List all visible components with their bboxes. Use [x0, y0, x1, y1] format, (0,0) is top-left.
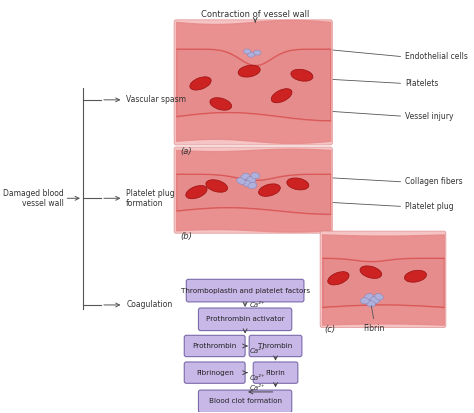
- Text: Thrombin: Thrombin: [258, 343, 292, 349]
- Text: Ca²⁺: Ca²⁺: [250, 375, 265, 381]
- Ellipse shape: [374, 294, 383, 300]
- FancyBboxPatch shape: [184, 335, 245, 357]
- Ellipse shape: [243, 180, 252, 187]
- Ellipse shape: [365, 294, 373, 300]
- Text: Ca²⁺: Ca²⁺: [250, 302, 265, 309]
- Ellipse shape: [404, 270, 427, 282]
- Ellipse shape: [237, 178, 245, 185]
- FancyBboxPatch shape: [199, 308, 292, 330]
- Text: Damaged blood
vessel wall: Damaged blood vessel wall: [3, 189, 64, 208]
- Ellipse shape: [271, 89, 292, 103]
- Ellipse shape: [291, 69, 313, 81]
- Ellipse shape: [241, 173, 249, 180]
- FancyBboxPatch shape: [174, 147, 332, 233]
- Ellipse shape: [238, 65, 260, 77]
- FancyBboxPatch shape: [186, 279, 304, 302]
- Ellipse shape: [251, 173, 260, 179]
- Ellipse shape: [366, 300, 375, 307]
- Text: (c): (c): [324, 325, 335, 335]
- Text: Fibrin: Fibrin: [265, 370, 285, 376]
- Text: (b): (b): [180, 232, 192, 241]
- Text: Ca²⁺: Ca²⁺: [250, 385, 265, 391]
- Ellipse shape: [371, 297, 379, 303]
- Ellipse shape: [247, 52, 255, 57]
- FancyBboxPatch shape: [253, 362, 298, 383]
- Text: Platelet plug
formation: Platelet plug formation: [126, 189, 175, 208]
- Text: Contraction of vessel wall: Contraction of vessel wall: [201, 10, 310, 19]
- Ellipse shape: [259, 184, 280, 196]
- FancyBboxPatch shape: [249, 335, 302, 357]
- Text: Ca²⁺: Ca²⁺: [250, 348, 265, 354]
- Ellipse shape: [190, 77, 211, 90]
- FancyBboxPatch shape: [320, 231, 446, 328]
- FancyBboxPatch shape: [174, 20, 332, 145]
- Ellipse shape: [328, 272, 349, 285]
- Text: Platelet plug: Platelet plug: [405, 202, 454, 211]
- FancyBboxPatch shape: [199, 390, 292, 413]
- Text: Platelets: Platelets: [405, 79, 439, 88]
- Ellipse shape: [247, 177, 255, 183]
- Text: Thromboplastin and platelet factors: Thromboplastin and platelet factors: [181, 287, 310, 294]
- Text: Prothrombin: Prothrombin: [192, 343, 237, 349]
- Text: Vascular spasm: Vascular spasm: [126, 95, 186, 104]
- FancyBboxPatch shape: [184, 362, 245, 383]
- Ellipse shape: [287, 178, 309, 190]
- Text: Blood clot formation: Blood clot formation: [209, 399, 282, 404]
- Ellipse shape: [360, 266, 382, 278]
- Text: (a): (a): [180, 147, 192, 156]
- Text: Prothrombin activator: Prothrombin activator: [206, 316, 284, 322]
- Text: Endothelial cells: Endothelial cells: [405, 52, 468, 61]
- Text: Fibrin: Fibrin: [364, 324, 385, 333]
- Text: Vessel injury: Vessel injury: [405, 112, 454, 121]
- Ellipse shape: [248, 183, 257, 189]
- Text: Collagen fibers: Collagen fibers: [405, 178, 463, 186]
- Ellipse shape: [254, 50, 261, 55]
- Ellipse shape: [244, 49, 251, 54]
- Text: Fibrinogen: Fibrinogen: [196, 370, 234, 376]
- Ellipse shape: [360, 298, 369, 304]
- Ellipse shape: [186, 185, 207, 199]
- Text: Coagulation: Coagulation: [126, 300, 173, 309]
- Ellipse shape: [206, 180, 228, 192]
- Ellipse shape: [210, 98, 232, 110]
